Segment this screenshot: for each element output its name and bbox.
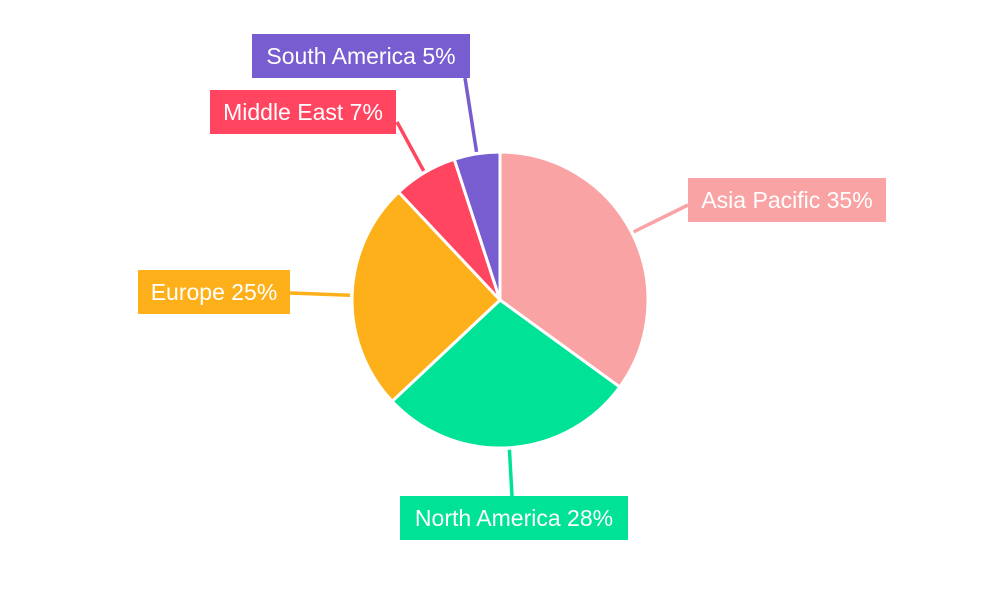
pie-slice-asia-pacific[interactable] [498,150,650,389]
label-box-europe [138,270,290,314]
label-box-north-america [400,496,628,540]
data-label-europe: Europe 25% [151,279,278,305]
leader-line-north-america [507,449,514,497]
data-label-north-america: North America 28% [415,505,613,531]
label-box-asia-pacific [688,178,886,222]
pie-slice-north-america[interactable] [390,298,622,450]
leader-line-middle-east [395,121,426,172]
pie-slice-south-america[interactable] [452,150,502,302]
leader-line-asia-pacific [632,203,689,234]
data-label-south-america: South America 5% [266,43,455,69]
leader-line-south-america [463,77,479,153]
leader-line-europe [289,291,351,298]
label-box-south-america [252,34,470,78]
data-label-asia-pacific: Asia Pacific 35% [701,187,872,213]
data-label-middle-east: Middle East 7% [223,99,383,125]
pie-slice-europe[interactable] [350,190,502,403]
label-box-middle-east [210,90,396,134]
